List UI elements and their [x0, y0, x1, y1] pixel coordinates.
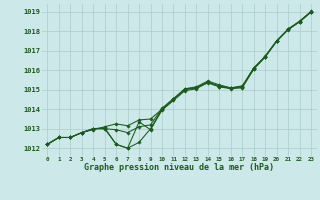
X-axis label: Graphe pression niveau de la mer (hPa): Graphe pression niveau de la mer (hPa): [84, 164, 274, 172]
